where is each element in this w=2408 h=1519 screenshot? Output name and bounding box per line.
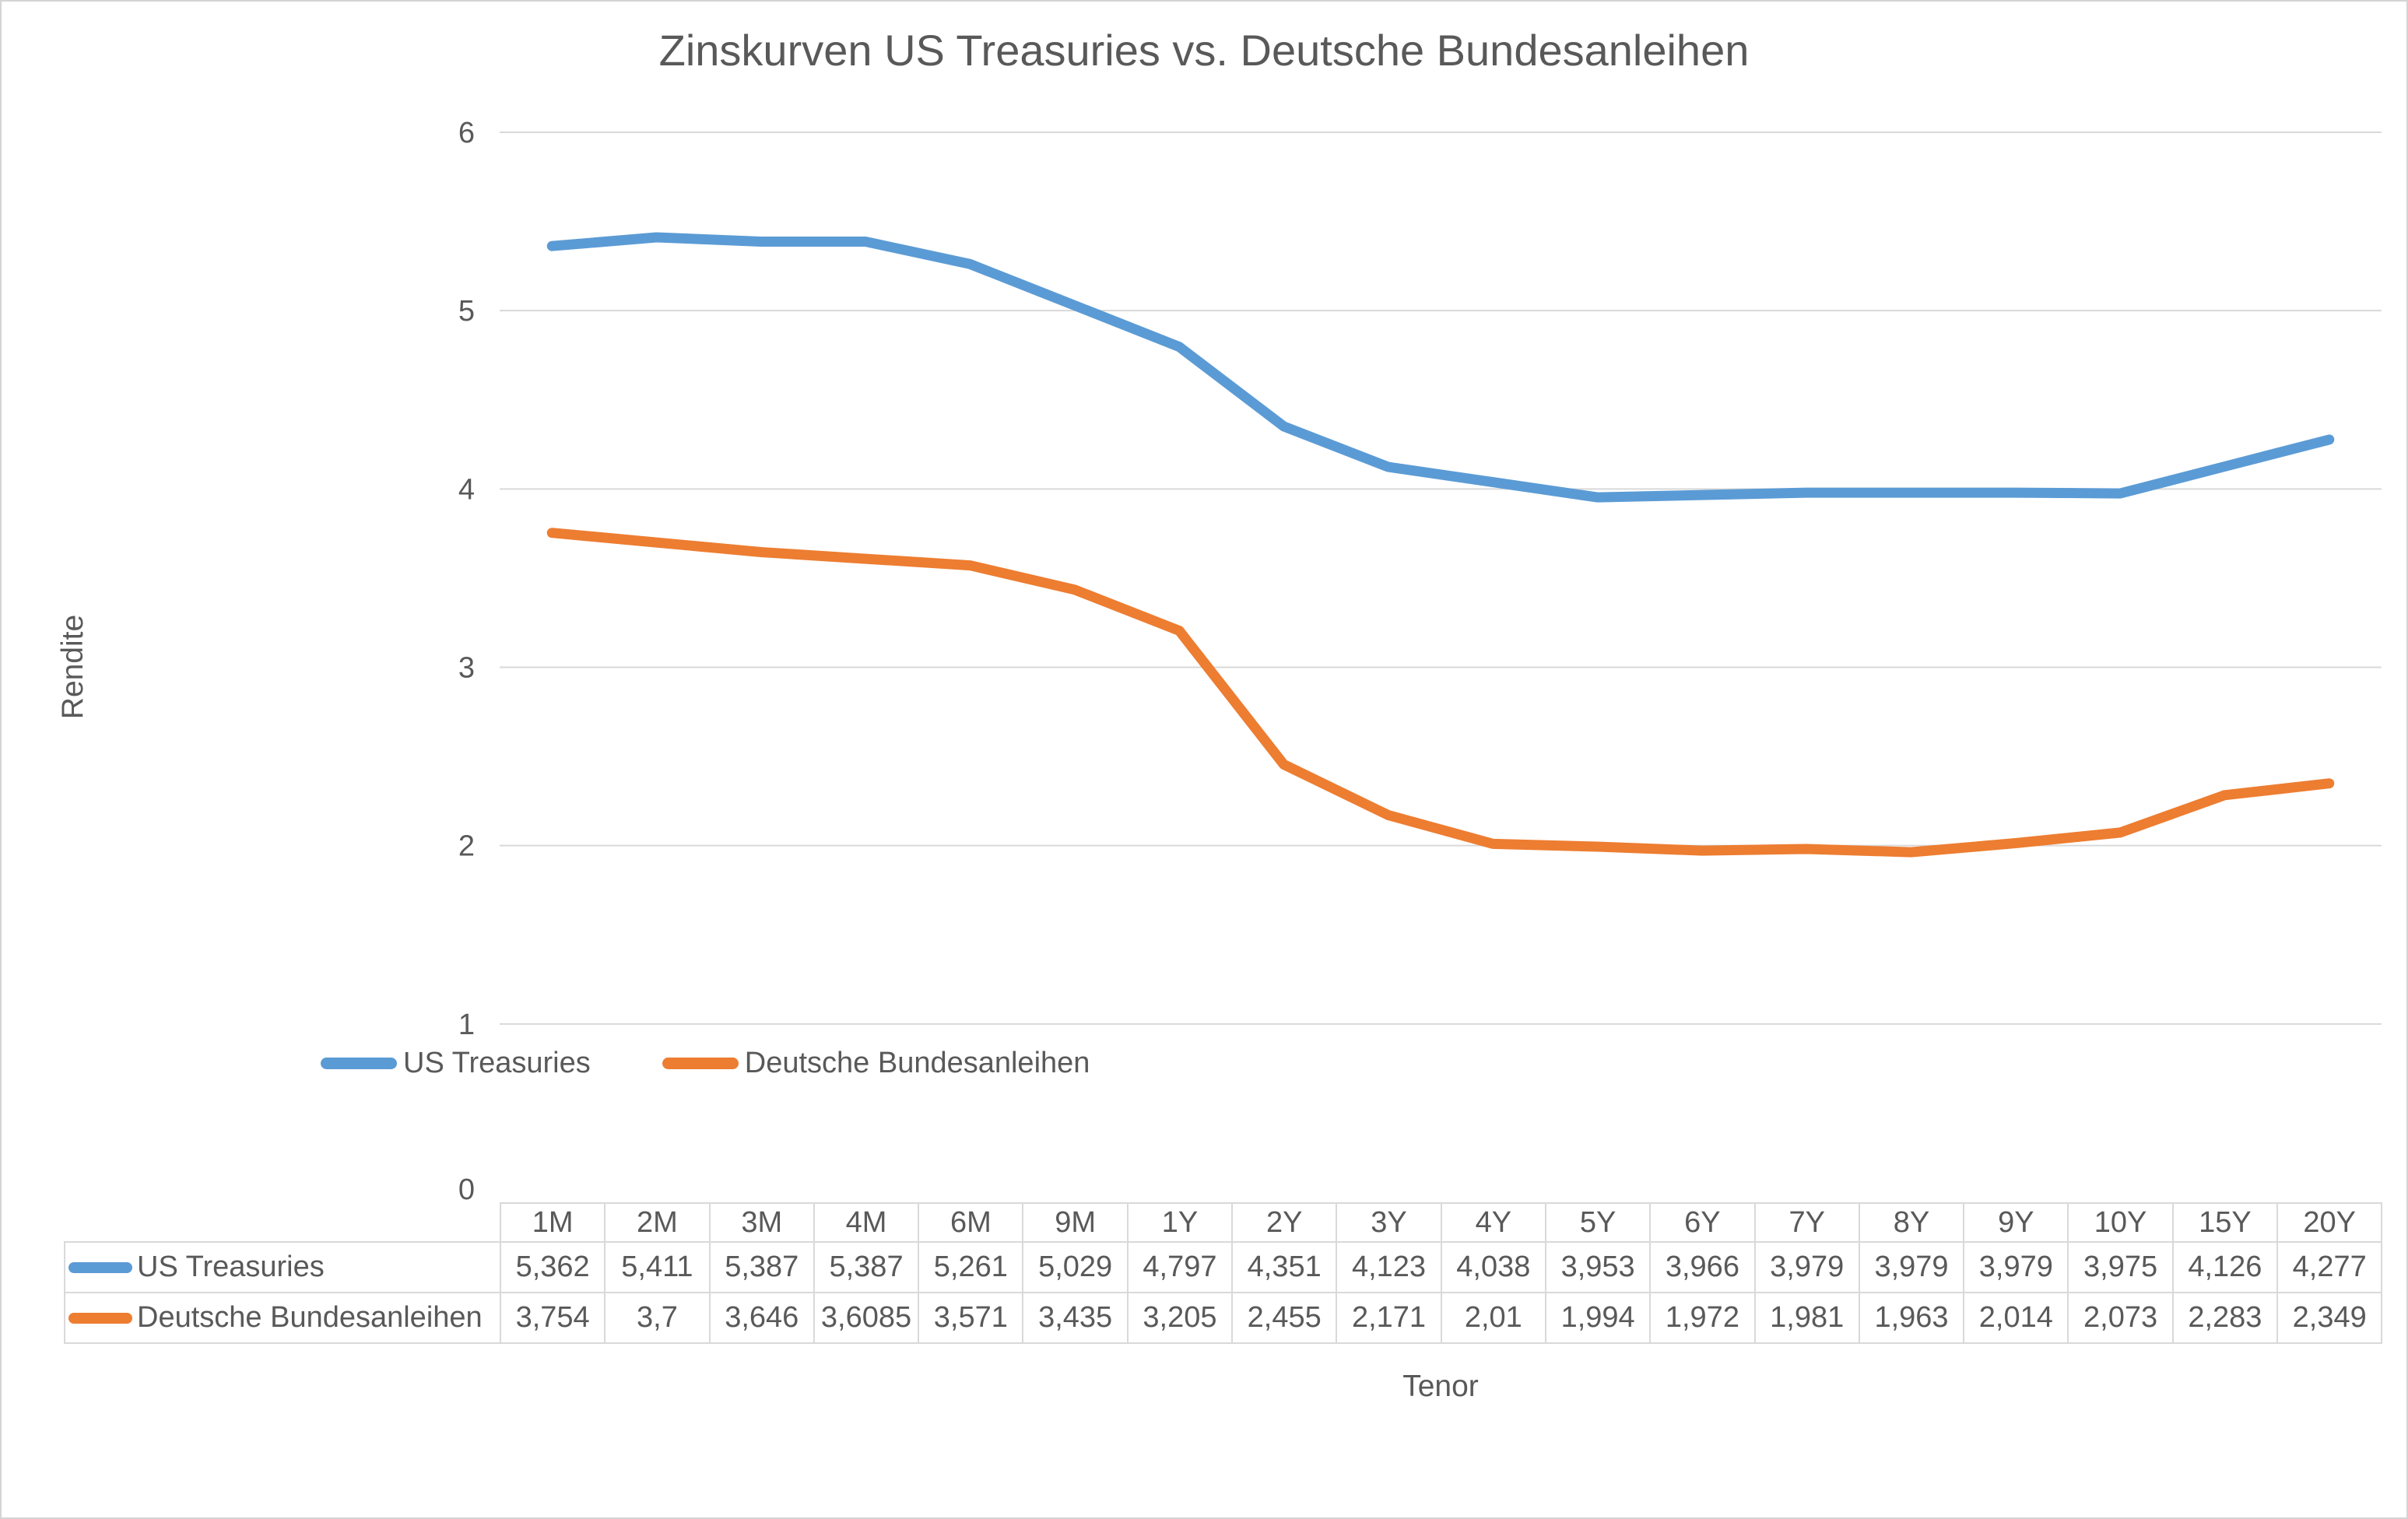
- value-cell-1-15Y: 2,283: [2171, 1292, 2279, 1344]
- value-cell-0-10Y: 3,975: [2067, 1241, 2174, 1293]
- value-cell-1-7Y: 1,981: [1753, 1292, 1860, 1344]
- series-name-cell-0: US Treasuries: [64, 1241, 501, 1293]
- tenor-header-3Y: 3Y: [1336, 1202, 1442, 1243]
- chart-title: Zinskurven US Treasuries vs. Deutsche Bu…: [658, 26, 1750, 75]
- value-cell-0-9Y: 3,979: [1963, 1241, 2069, 1293]
- value-cell-0-6M: 5,261: [918, 1241, 1024, 1293]
- value-cell-1-2M: 3,7: [604, 1292, 711, 1344]
- tenor-header-3M: 3M: [708, 1202, 815, 1243]
- value-cell-1-3Y: 2,171: [1336, 1292, 1442, 1344]
- tenor-header-8Y: 8Y: [1858, 1202, 1965, 1243]
- value-cell-0-1M: 5,362: [499, 1241, 606, 1293]
- value-cell-0-15Y: 4,126: [2171, 1241, 2279, 1293]
- value-cell-1-6Y: 1,972: [1649, 1292, 1756, 1344]
- value-cell-0-4Y: 4,038: [1440, 1241, 1546, 1293]
- legend-label-0: US Treasuries: [403, 1046, 591, 1079]
- legend-item-0: US Treasuries: [321, 1047, 591, 1080]
- value-cell-1-9M: 3,435: [1022, 1292, 1129, 1344]
- table-corner-cell: [65, 1203, 500, 1242]
- value-cell-1-20Y: 2,349: [2276, 1292, 2383, 1344]
- legend-swatch-icon-0: [321, 1057, 397, 1069]
- value-cell-0-5Y: 3,953: [1544, 1241, 1652, 1293]
- legend-swatch-icon-1: [662, 1057, 739, 1069]
- tenor-header-2Y: 2Y: [1231, 1202, 1338, 1243]
- y-tick-label-1: 1: [458, 1009, 475, 1041]
- value-cell-1-3M: 3,646: [708, 1292, 815, 1344]
- tenor-header-1M: 1M: [499, 1202, 606, 1243]
- value-cell-1-9Y: 2,014: [1963, 1292, 2069, 1344]
- value-cell-1-2Y: 2,455: [1231, 1292, 1338, 1344]
- value-cell-0-7Y: 3,979: [1753, 1241, 1860, 1293]
- tenor-header-10Y: 10Y: [2067, 1202, 2174, 1243]
- tenor-header-2M: 2M: [604, 1202, 711, 1243]
- value-cell-0-2M: 5,411: [604, 1241, 711, 1293]
- value-cell-0-4M: 5,387: [813, 1241, 920, 1293]
- value-cell-0-1Y: 4,797: [1126, 1241, 1234, 1293]
- tenor-header-6M: 6M: [918, 1202, 1024, 1243]
- value-cell-0-20Y: 4,277: [2276, 1241, 2383, 1293]
- y-tick-label-4: 4: [458, 473, 475, 506]
- value-cell-1-5Y: 1,994: [1544, 1292, 1652, 1344]
- series-name-label-1: Deutsche Bundesanleihen: [137, 1301, 483, 1334]
- value-cell-0-2Y: 4,351: [1231, 1241, 1338, 1293]
- series-line-1: [546, 528, 2335, 858]
- value-cell-0-6Y: 3,966: [1649, 1241, 1756, 1293]
- tenor-header-20Y: 20Y: [2276, 1202, 2383, 1243]
- value-cell-0-8Y: 3,979: [1858, 1241, 1965, 1293]
- value-cell-0-3M: 5,387: [708, 1241, 815, 1293]
- y-tick-label-2: 2: [458, 830, 475, 863]
- legend-item-1: Deutsche Bundesanleihen: [662, 1047, 1090, 1080]
- value-cell-1-1Y: 3,205: [1126, 1292, 1234, 1344]
- tenor-header-7Y: 7Y: [1753, 1202, 1860, 1243]
- value-cell-0-9M: 5,029: [1022, 1241, 1129, 1293]
- tenor-header-9M: 9M: [1022, 1202, 1129, 1243]
- table-header-row: 1M 2M 3M 4M 6M 9M 1Y 2Y 3Y 4Y 5Y 6Y 7Y 8Y 9Y 10Y 15Y 20Y: [65, 1202, 2383, 1243]
- tenor-header-1Y: 1Y: [1126, 1202, 1234, 1243]
- value-cell-1-4M: 3,6085: [813, 1292, 920, 1344]
- series-name-cell-1: Deutsche Bundesanleihen: [64, 1292, 501, 1344]
- y-tick-label-5: 5: [458, 295, 475, 328]
- y-tick-label-0: 0: [458, 1173, 475, 1206]
- table-legend-swatch-icon-1: [68, 1312, 132, 1324]
- value-cell-1-10Y: 2,073: [2067, 1292, 2174, 1344]
- data-table: 1M 2M 3M 4M 6M 9M 1Y 2Y 3Y 4Y 5Y 6Y 7Y 8Y 9Y 10Y 15Y 20Y U…: [64, 1202, 2383, 1344]
- tenor-header-4M: 4M: [813, 1202, 920, 1243]
- tenor-header-5Y: 5Y: [1544, 1202, 1652, 1243]
- y-tick-label-3: 3: [458, 652, 475, 685]
- value-cell-1-4Y: 2,01: [1440, 1292, 1546, 1344]
- tenor-header-9Y: 9Y: [1963, 1202, 2069, 1243]
- table-row-1: Deutsche Bundesanleihen 3,754 3,7 3,646 3,60…: [64, 1292, 2383, 1344]
- legend: US Treasuries Deutsche Bundesanleihen: [321, 1044, 1161, 1082]
- value-cell-0-3Y: 4,123: [1336, 1241, 1442, 1293]
- tenor-header-15Y: 15Y: [2171, 1202, 2279, 1243]
- value-cell-1-6M: 3,571: [918, 1292, 1024, 1344]
- tenor-header-6Y: 6Y: [1649, 1202, 1756, 1243]
- value-cell-1-8Y: 1,963: [1858, 1292, 1965, 1344]
- table-legend-swatch-icon-0: [68, 1261, 132, 1273]
- y-tick-label-6: 6: [458, 117, 475, 149]
- series-name-label-0: US Treasuries: [137, 1251, 325, 1283]
- value-cell-1-1M: 3,754: [499, 1292, 606, 1344]
- tenor-header-4Y: 4Y: [1440, 1202, 1546, 1243]
- legend-label-1: Deutsche Bundesanleihen: [744, 1046, 1090, 1079]
- x-axis-title: Tenor: [1402, 1370, 1479, 1403]
- series-line-0: [546, 232, 2335, 503]
- table-row-0: US Treasuries 5,362 5,411 5,387 5,387 5,261 5,…: [64, 1241, 2383, 1293]
